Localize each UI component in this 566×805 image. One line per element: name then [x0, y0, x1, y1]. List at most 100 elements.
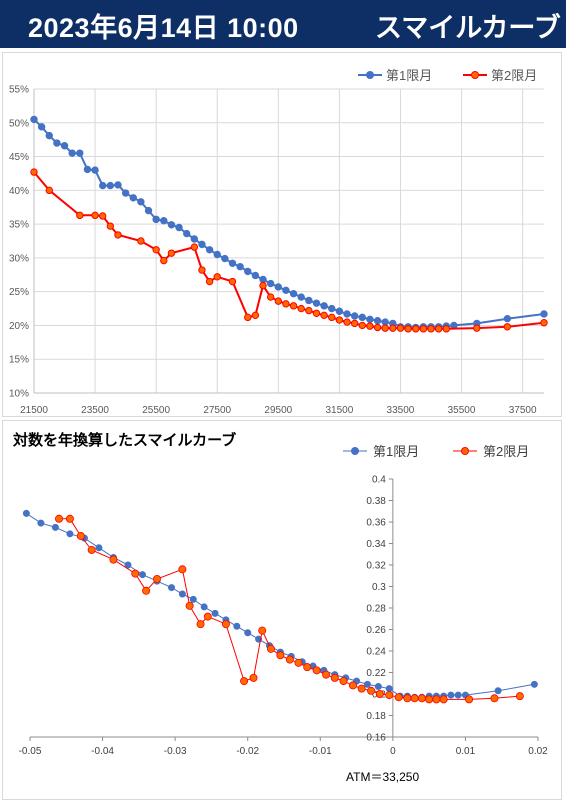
data-point-series-2 — [540, 319, 548, 327]
y-tick-label: 50% — [9, 118, 29, 129]
legend-label: 第1限月 — [386, 68, 432, 83]
data-point-series-1 — [358, 313, 366, 322]
data-point-series-1 — [124, 561, 132, 569]
data-point-series-2 — [99, 212, 107, 220]
data-point-series-1 — [266, 279, 275, 288]
data-point-series-1 — [144, 206, 153, 215]
data-point-series-2 — [259, 281, 267, 290]
data-point-series-2 — [404, 325, 412, 333]
data-point-series-1 — [137, 198, 145, 206]
data-point-series-2 — [285, 655, 294, 664]
data-point-series-2 — [198, 266, 206, 274]
y-tick-label: 45% — [9, 152, 29, 163]
x-tick-label: 27500 — [203, 405, 231, 416]
data-point-series-2 — [322, 670, 331, 679]
data-point-series-2 — [190, 243, 199, 251]
data-point-series-2 — [228, 277, 237, 286]
y-tick-label: 0.24 — [366, 647, 386, 658]
data-point-series-2 — [131, 569, 140, 578]
data-point-series-2 — [137, 237, 145, 245]
y-tick-label: 10% — [9, 389, 29, 400]
y-tick-label: 0.18 — [366, 711, 386, 722]
data-point-series-2 — [274, 297, 283, 305]
data-point-series-2 — [87, 545, 96, 554]
data-point-series-2 — [65, 514, 74, 523]
data-point-series-2 — [350, 319, 359, 328]
data-point-series-2 — [339, 677, 348, 686]
data-point-series-2 — [434, 325, 443, 333]
data-point-series-1 — [503, 314, 512, 323]
data-point-series-1 — [363, 680, 371, 688]
data-point-series-2 — [152, 246, 160, 254]
data-point-series-2 — [396, 324, 405, 332]
data-point-series-2 — [305, 306, 313, 315]
data-point-series-2 — [266, 293, 275, 301]
y-tick-label: 35% — [9, 220, 29, 231]
data-point-series-1 — [530, 680, 538, 688]
data-point-series-2 — [294, 658, 303, 667]
data-point-series-1 — [228, 259, 237, 267]
x-tick-label: 21500 — [20, 405, 48, 416]
data-point-series-2 — [394, 693, 403, 702]
data-point-series-1 — [320, 302, 328, 310]
data-point-series-2 — [330, 673, 339, 682]
data-point-series-2 — [312, 666, 321, 675]
series-line-2 — [59, 518, 520, 700]
x-tick-label: 23500 — [81, 405, 109, 416]
data-point-series-1 — [45, 131, 53, 140]
data-point-series-1 — [312, 299, 321, 307]
data-point-series-2 — [432, 695, 441, 704]
data-point-series-2 — [320, 311, 328, 320]
data-point-series-2 — [45, 186, 53, 195]
data-point-series-2 — [106, 222, 115, 230]
data-point-series-1 — [51, 523, 59, 531]
data-point-series-1 — [76, 149, 84, 157]
data-point-series-2 — [266, 644, 275, 653]
data-point-series-2 — [167, 249, 176, 257]
data-point-series-1 — [22, 509, 30, 517]
data-point-series-1 — [211, 609, 219, 617]
data-point-series-2 — [403, 694, 412, 703]
data-point-series-2 — [289, 302, 298, 310]
data-point-series-1 — [233, 622, 241, 630]
data-point-series-2 — [419, 325, 428, 333]
data-point-series-1 — [259, 275, 267, 284]
smile-curve-chart-panel: 10% 15% 20% 25% 30% 35% 40% 45% 50% 55% 21500 23500… — [2, 52, 562, 417]
data-point-series-1 — [37, 123, 46, 131]
data-point-series-2 — [152, 574, 161, 583]
data-point-series-2 — [76, 211, 84, 220]
y-tick-label: 40% — [9, 186, 29, 197]
x-tick-label: -0.05 — [19, 746, 42, 757]
data-point-series-2 — [203, 612, 212, 621]
y-tick-label: 0.34 — [366, 539, 386, 550]
data-point-series-2 — [412, 325, 420, 333]
y-tick-label: 0.26 — [366, 625, 386, 636]
data-point-series-2 — [515, 692, 524, 701]
data-point-series-1 — [366, 315, 374, 324]
data-point-series-1 — [274, 283, 283, 291]
data-point-series-1 — [175, 223, 183, 232]
data-point-series-2 — [213, 273, 221, 281]
data-point-series-1 — [343, 310, 351, 318]
data-point-series-1 — [385, 685, 393, 693]
data-point-series-1 — [374, 682, 382, 690]
data-point-series-1 — [200, 603, 208, 611]
data-point-series-2 — [258, 626, 267, 635]
series-line-1 — [26, 512, 535, 698]
data-point-series-1 — [328, 304, 336, 313]
x-tick-label: -0.04 — [91, 746, 114, 757]
data-point-series-1 — [95, 544, 103, 552]
y-tick-label: 15% — [9, 355, 29, 366]
series-line-2 — [33, 171, 545, 330]
smile-curve-chart: 10% 15% 20% 25% 30% 35% 40% 45% 50% 55% 21500 23500… — [9, 68, 548, 416]
data-point-series-2 — [205, 277, 214, 286]
log-annualized-chart: 対数を年換算したスマイルカーブ -0.05 -0.04 -0.03 -0.02 -0.01… — [12, 431, 548, 784]
data-point-series-1 — [221, 254, 229, 263]
data-point-series-1 — [381, 318, 389, 326]
data-point-series-2 — [348, 681, 357, 690]
data-point-series-2 — [343, 318, 351, 326]
legend-label: 第2限月 — [483, 444, 529, 459]
data-point-series-1 — [447, 691, 455, 699]
data-point-series-1 — [205, 246, 214, 254]
x-tick-label: 35500 — [448, 405, 476, 416]
